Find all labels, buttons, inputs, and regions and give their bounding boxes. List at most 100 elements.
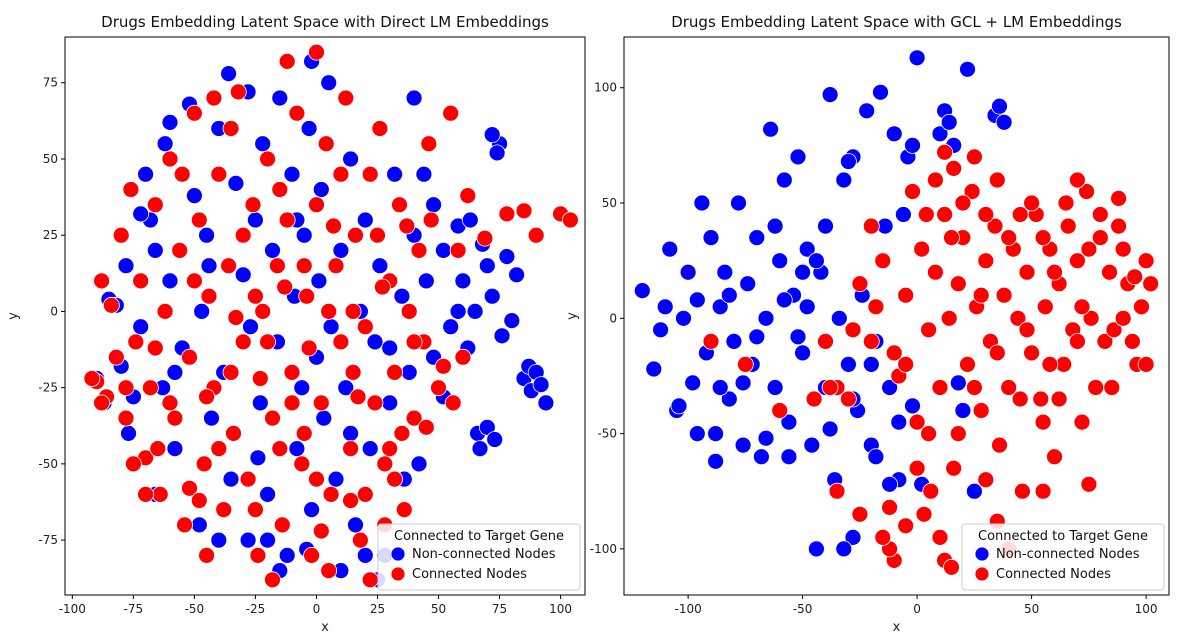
left-series-non-connected — [88, 53, 555, 589]
right-data-point — [840, 390, 857, 408]
left-data-point — [395, 501, 413, 519]
left-data-point — [227, 174, 245, 192]
right-data-point — [954, 402, 972, 419]
left-data-point — [283, 394, 301, 412]
left-data-point — [185, 272, 203, 290]
right-data-point — [780, 448, 798, 466]
right-data-point — [645, 360, 663, 378]
left-data-point — [176, 516, 194, 534]
left-data-point — [117, 409, 135, 427]
right-x-tick-label: -50 — [793, 602, 813, 616]
left-data-point — [386, 363, 404, 381]
right-series-non-connected — [633, 49, 1013, 558]
right-data-point — [991, 97, 1008, 115]
right-data-point — [757, 309, 775, 327]
left-data-point — [193, 302, 211, 320]
right-data-point — [808, 252, 825, 270]
left-y-tick-label: -25 — [38, 381, 58, 395]
left-data-point — [532, 376, 550, 394]
left-data-point — [229, 83, 247, 101]
right-data-point — [844, 529, 862, 546]
left-data-point — [120, 424, 137, 442]
left-data-point — [361, 440, 379, 458]
left-data-point — [537, 394, 555, 412]
right-data-point — [1137, 252, 1155, 270]
left-data-point — [325, 217, 342, 235]
right-data-point — [789, 328, 807, 346]
left-data-point — [166, 440, 184, 458]
left-data-point — [271, 440, 289, 458]
left-data-point — [391, 196, 408, 214]
left-data-point — [190, 516, 208, 534]
right-data-point — [775, 291, 793, 309]
right-data-point — [872, 83, 889, 101]
left-y-tick-label: 75 — [43, 76, 58, 90]
left-data-point — [242, 318, 259, 336]
right-data-point — [949, 275, 967, 293]
right-data-point — [1011, 206, 1029, 223]
right-data-point — [821, 379, 839, 396]
right-data-point — [963, 183, 981, 200]
right-data-point — [702, 332, 720, 350]
right-x-axis-label: x — [893, 620, 901, 635]
left-data-point — [122, 181, 140, 198]
left-data-point — [271, 181, 289, 198]
left-data-point — [344, 302, 362, 320]
left-data-point — [268, 257, 286, 275]
left-data-point — [417, 272, 435, 290]
left-data-point — [283, 165, 301, 183]
left-data-point — [420, 135, 438, 153]
left-data-point — [327, 470, 345, 488]
left-data-point — [308, 43, 325, 61]
right-data-point — [716, 263, 734, 281]
right-data-point — [1069, 252, 1086, 270]
left-data-point — [278, 547, 296, 564]
right-data-point — [858, 102, 876, 120]
left-data-point — [322, 485, 340, 503]
left-data-point — [271, 89, 289, 107]
left-data-point — [137, 165, 155, 183]
right-y-tick-label: -100 — [590, 542, 617, 556]
left-x-tick-label: -75 — [124, 602, 144, 616]
right-data-point — [1082, 309, 1100, 327]
left-data-point — [430, 379, 447, 397]
left-data-point — [264, 409, 281, 427]
right-data-point — [977, 471, 995, 489]
left-data-point — [356, 318, 374, 336]
left-data-point — [293, 379, 311, 397]
right-data-point — [874, 529, 892, 546]
right-data-point — [940, 113, 958, 131]
right-data-point — [734, 374, 752, 392]
right-data-point — [917, 206, 935, 223]
left-data-point — [347, 226, 364, 244]
right-data-point — [775, 171, 793, 189]
left-data-point — [295, 257, 313, 275]
left-data-point — [498, 248, 516, 265]
right-data-point — [661, 240, 679, 258]
right-data-point — [927, 263, 944, 281]
right-data-point — [897, 286, 915, 304]
left-data-point — [185, 104, 203, 122]
left-data-point — [210, 165, 228, 183]
right-data-point — [720, 390, 738, 408]
left-data-point — [466, 302, 484, 320]
right-data-point — [803, 436, 821, 454]
right-x-tick-label: 100 — [1135, 602, 1158, 616]
right-data-point — [936, 143, 953, 161]
left-data-point — [344, 363, 362, 381]
right-data-point — [908, 49, 926, 67]
left-y-tick-label: 0 — [50, 304, 58, 318]
right-data-point — [1059, 217, 1077, 235]
left-data-point — [310, 272, 328, 290]
left-data-point — [300, 339, 318, 357]
left-data-point — [239, 531, 257, 549]
right-data-point — [817, 332, 834, 350]
right-data-point — [867, 448, 885, 466]
right-data-point — [897, 355, 915, 373]
left-data-point — [483, 126, 501, 144]
right-data-point — [835, 540, 853, 558]
right-data-point — [821, 86, 839, 103]
left-data-point — [515, 202, 533, 220]
right-data-point — [711, 379, 729, 396]
left-data-point — [356, 547, 374, 564]
